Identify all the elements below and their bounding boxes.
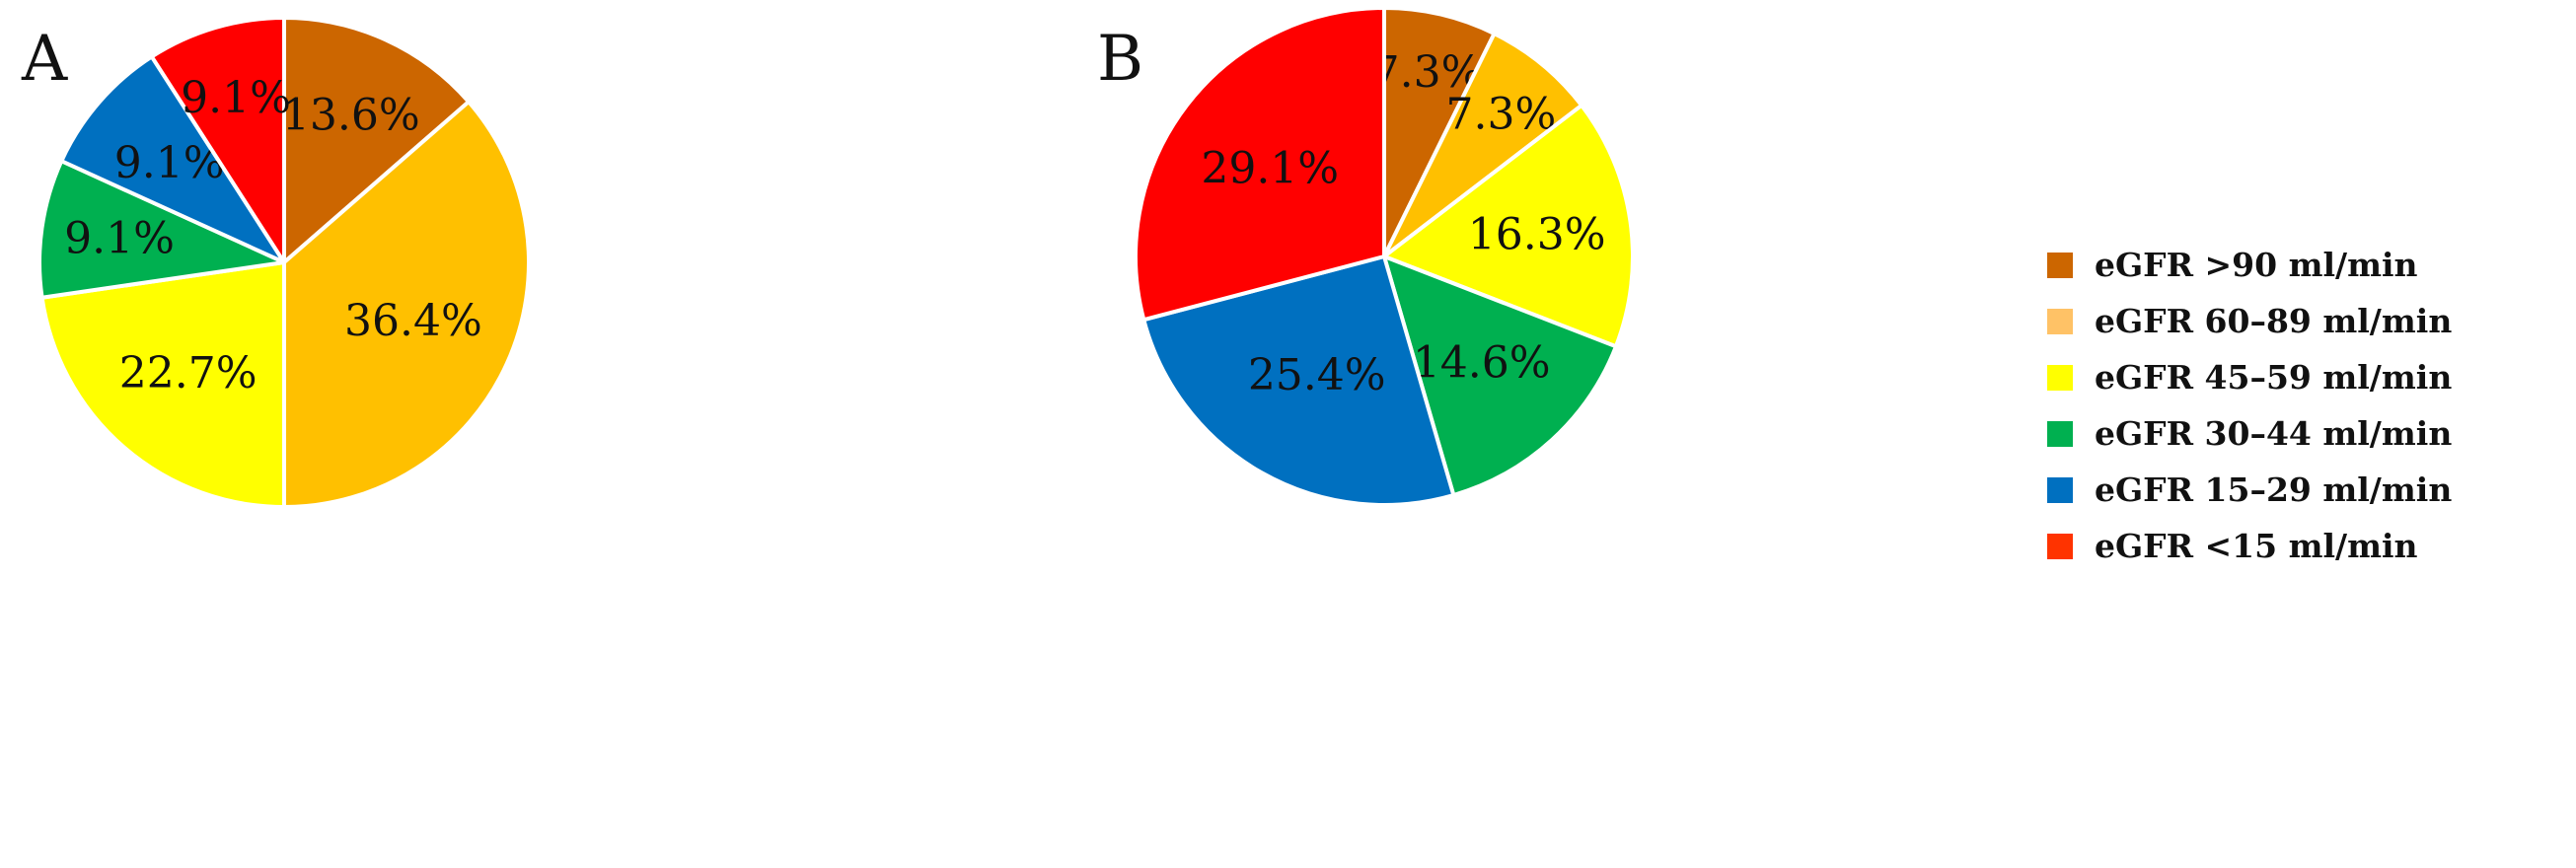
slice-data-label: 9.1% <box>64 214 175 264</box>
panel-label-a: A <box>22 23 68 96</box>
pie-slice <box>149 16 286 264</box>
legend-label: eGFR 45–59 ml/min <box>2095 358 2453 397</box>
slice-data-label: 29.1% <box>1201 143 1339 193</box>
legend-label: eGFR 30–44 ml/min <box>2095 414 2453 453</box>
legend-item: eGFR 60–89 ml/min <box>2047 293 2560 349</box>
legend-item: eGFR 15–29 ml/min <box>2047 462 2560 518</box>
pie-slice <box>37 159 286 300</box>
legend-swatch <box>2047 364 2073 391</box>
pie-chart-b: 7.3%7.3% 16.3% 14.6% 25.4% 29.1% <box>1134 6 1635 507</box>
slice-data-label: 7.3% <box>1372 47 1483 98</box>
panel-label-b: B <box>1097 23 1144 96</box>
pie-slice <box>282 16 472 264</box>
slice-data-label: 14.6% <box>1413 337 1551 388</box>
slice-data-label: 16.3% <box>1468 209 1606 259</box>
legend-label: eGFR >90 ml/min <box>2095 246 2418 284</box>
pie-slice <box>1382 103 1635 349</box>
pie-slice <box>1382 254 1618 497</box>
slice-data-label: 9.1% <box>181 73 291 123</box>
legend-item: eGFR 30–44 ml/min <box>2047 405 2560 462</box>
slice-data-label: 13.6% <box>282 91 420 141</box>
slice-data-label: 25.4% <box>1248 350 1386 400</box>
slice-data-label: 7.3% <box>1446 89 1557 139</box>
pie-slice <box>1382 32 1584 258</box>
legend-label: eGFR 60–89 ml/min <box>2095 302 2453 340</box>
pie-slice <box>282 100 531 509</box>
legend-swatch <box>2047 308 2073 334</box>
pie-slice <box>59 54 286 264</box>
legend-swatch <box>2047 252 2073 278</box>
legend-label: eGFR 15–29 ml/min <box>2095 470 2453 509</box>
legend-item: eGFR >90 ml/min <box>2047 237 2560 293</box>
slice-data-label: 36.4% <box>344 296 482 346</box>
legend-label: eGFR <15 ml/min <box>2095 527 2418 565</box>
pie-slice <box>39 260 286 509</box>
pie-slice <box>1134 6 1386 323</box>
legend-swatch <box>2047 476 2073 503</box>
pie-slice <box>1141 254 1456 507</box>
slice-data-label: 9.1% <box>114 138 225 188</box>
legend-item: eGFR <15 ml/min <box>2047 518 2560 574</box>
legend-swatch <box>2047 533 2073 559</box>
legend-swatch <box>2047 420 2073 447</box>
legend-item: eGFR 45–59 ml/min <box>2047 349 2560 405</box>
slice-data-label: 22.7% <box>119 348 258 398</box>
pie-slice <box>1382 6 1497 258</box>
legend: eGFR >90 ml/min eGFR 60–89 ml/min eGFR 45–… <box>2047 237 2560 574</box>
pie-chart-a: 13.6% 36.4% 22.7% 9.1% 9.1% 9.1% <box>37 16 531 509</box>
